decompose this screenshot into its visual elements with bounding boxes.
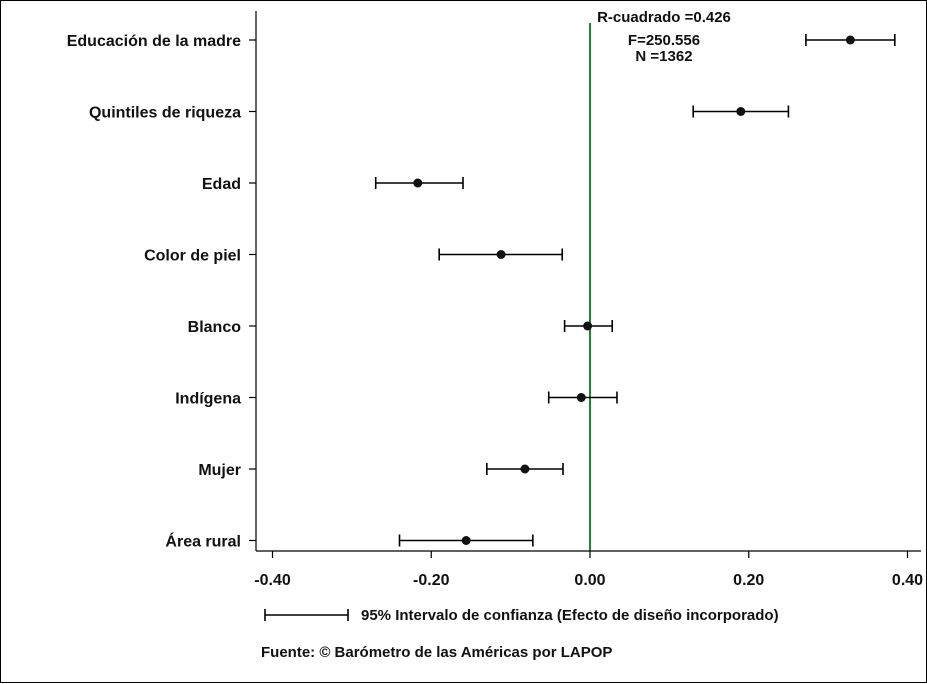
x-tick-label: 0.40 <box>892 572 923 589</box>
estimate-point <box>496 250 506 259</box>
y-tick-label: Edad <box>202 176 241 193</box>
estimate-point <box>413 178 423 188</box>
estimate-point <box>461 536 471 545</box>
y-tick-label: Blanco <box>188 319 242 336</box>
y-tick-label: Quintiles de riqueza <box>89 105 241 122</box>
stat-r-squared: R-cuadrado =0.426 <box>597 9 731 26</box>
source-note: Fuente: © Barómetro de las Américas por … <box>261 644 612 661</box>
y-tick-label: Mujer <box>198 462 241 479</box>
stat-f: F=250.556 <box>628 32 700 49</box>
legend-label: 95% Intervalo de confianza (Efecto de di… <box>361 607 779 624</box>
y-tick-label: Color de piel <box>144 248 241 265</box>
estimate-point <box>736 107 746 116</box>
x-tick-label: -0.20 <box>413 572 450 589</box>
y-tick-label: Área rural <box>165 532 241 551</box>
stat-n: N =1362 <box>635 48 692 65</box>
estimate-point <box>520 464 530 474</box>
x-tick-label: 0.00 <box>574 572 605 589</box>
x-tick-label: -0.40 <box>254 572 291 589</box>
x-tick-label: 0.20 <box>733 572 764 589</box>
legend: 95% Intervalo de confianza (Efecto de di… <box>264 607 779 624</box>
y-tick-label: Indígena <box>175 391 241 408</box>
estimate-point <box>583 321 593 331</box>
estimate-point <box>845 35 855 45</box>
y-tick-label: Educación de la madre <box>67 33 241 50</box>
estimate-point <box>576 393 586 402</box>
